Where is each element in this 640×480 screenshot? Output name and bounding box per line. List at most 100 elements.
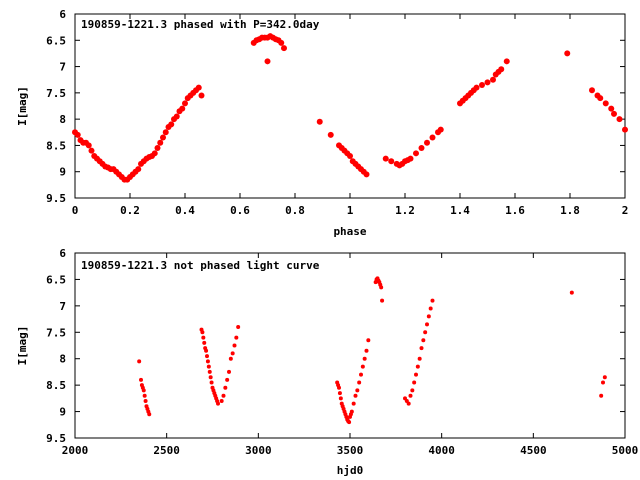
data-point <box>406 401 411 406</box>
data-point <box>74 131 81 138</box>
y-tick-label: 6 <box>59 247 66 260</box>
data-point <box>362 356 367 361</box>
data-point <box>141 388 146 393</box>
y-tick-label: 9.5 <box>46 192 66 205</box>
data-point <box>357 380 362 385</box>
data-point <box>616 116 623 123</box>
data-point <box>228 356 233 361</box>
data-point <box>135 166 142 173</box>
data-point <box>195 84 202 91</box>
data-point <box>137 359 142 364</box>
data-point <box>207 369 212 374</box>
data-point <box>430 298 435 303</box>
data-point <box>234 335 239 340</box>
y-tick-label: 7.5 <box>46 87 66 100</box>
data-point <box>601 380 605 385</box>
data-point <box>143 399 148 403</box>
data-point <box>182 100 188 107</box>
x-axis-label: hjd0 <box>337 464 364 477</box>
data-point <box>327 131 334 138</box>
data-point <box>347 420 352 425</box>
data-point <box>410 388 415 393</box>
x-tick-label: 1.4 <box>450 204 470 217</box>
y-tick-label: 7.5 <box>46 326 66 339</box>
data-point <box>419 346 424 351</box>
data-point <box>208 375 213 380</box>
data-point <box>157 139 164 146</box>
data-point <box>223 385 228 390</box>
x-tick-label: 1.8 <box>560 204 580 217</box>
data-point <box>388 158 395 165</box>
phased-light-curve-panel: 0 0.2 0.4 0.6 0.8 1 1.2 1.4 1.6 1.8 2 6 6.5 7 7.5 8 8.5 9… <box>16 8 628 238</box>
x-tick-label: 0.6 <box>230 204 250 217</box>
data-point <box>316 118 323 125</box>
data-point <box>281 45 287 52</box>
data-point <box>209 380 214 385</box>
data-point <box>408 393 413 398</box>
data-point <box>363 171 370 178</box>
data-point <box>264 58 271 65</box>
data-point <box>423 330 428 335</box>
data-point <box>338 396 343 401</box>
data-point <box>355 388 360 393</box>
y-tick-label: 9 <box>59 406 66 419</box>
data-point <box>219 399 224 403</box>
data-point <box>415 364 420 369</box>
data-point <box>429 134 436 141</box>
data-point <box>417 356 422 361</box>
x-tick-label: 2 <box>622 204 629 217</box>
data-point <box>204 348 209 353</box>
data-point <box>602 100 609 107</box>
data-point <box>353 393 358 398</box>
x-tick-label: 3500 <box>337 444 364 457</box>
data-point <box>206 364 211 369</box>
y-axis-label: I[mag] <box>16 326 29 366</box>
data-point <box>349 409 354 414</box>
y-axis-label: I[mag] <box>16 86 29 126</box>
x-tick-label: 1 <box>347 204 354 217</box>
data-point <box>602 375 607 380</box>
y-tick-label: 9.5 <box>46 432 66 445</box>
y-tick-label: 8 <box>59 113 66 126</box>
data-point <box>380 298 385 303</box>
data-point <box>597 95 604 102</box>
data-point <box>490 76 496 83</box>
data-point <box>364 348 369 353</box>
data-point <box>147 412 152 417</box>
y-tick-label: 8.5 <box>46 139 66 152</box>
y-tick-label: 7 <box>59 61 66 74</box>
data-point <box>179 105 186 112</box>
data-point <box>379 285 384 290</box>
data-point <box>426 314 431 319</box>
y-tick-label: 6 <box>59 8 66 21</box>
data-point <box>484 79 491 86</box>
data-point <box>227 369 231 374</box>
data-point <box>382 155 389 162</box>
x-tick-label: 2000 <box>62 444 89 457</box>
data-point <box>425 322 429 327</box>
data-point <box>230 351 235 356</box>
data-point <box>424 139 430 146</box>
data-point <box>503 58 510 65</box>
data-point <box>622 126 628 133</box>
chart-title: 190859-1221.3 phased with P=342.0day <box>81 18 320 31</box>
data-point <box>337 385 341 390</box>
y-tick-label: 8 <box>59 353 66 366</box>
y-tick-label: 9 <box>59 166 66 179</box>
x-tick-label: 4000 <box>428 444 455 457</box>
data-point <box>366 338 371 343</box>
data-point <box>154 145 161 152</box>
data-point <box>139 377 143 382</box>
data-point <box>162 129 169 136</box>
data-point <box>413 150 419 157</box>
data-point <box>589 87 595 94</box>
data-point <box>611 110 617 117</box>
data-point <box>205 359 210 364</box>
data-point <box>160 134 166 141</box>
x-tick-label: 5000 <box>612 444 639 457</box>
data-point <box>351 401 356 406</box>
data-point <box>437 126 444 133</box>
x-tick-label: 3000 <box>245 444 272 457</box>
data-point <box>85 142 92 149</box>
